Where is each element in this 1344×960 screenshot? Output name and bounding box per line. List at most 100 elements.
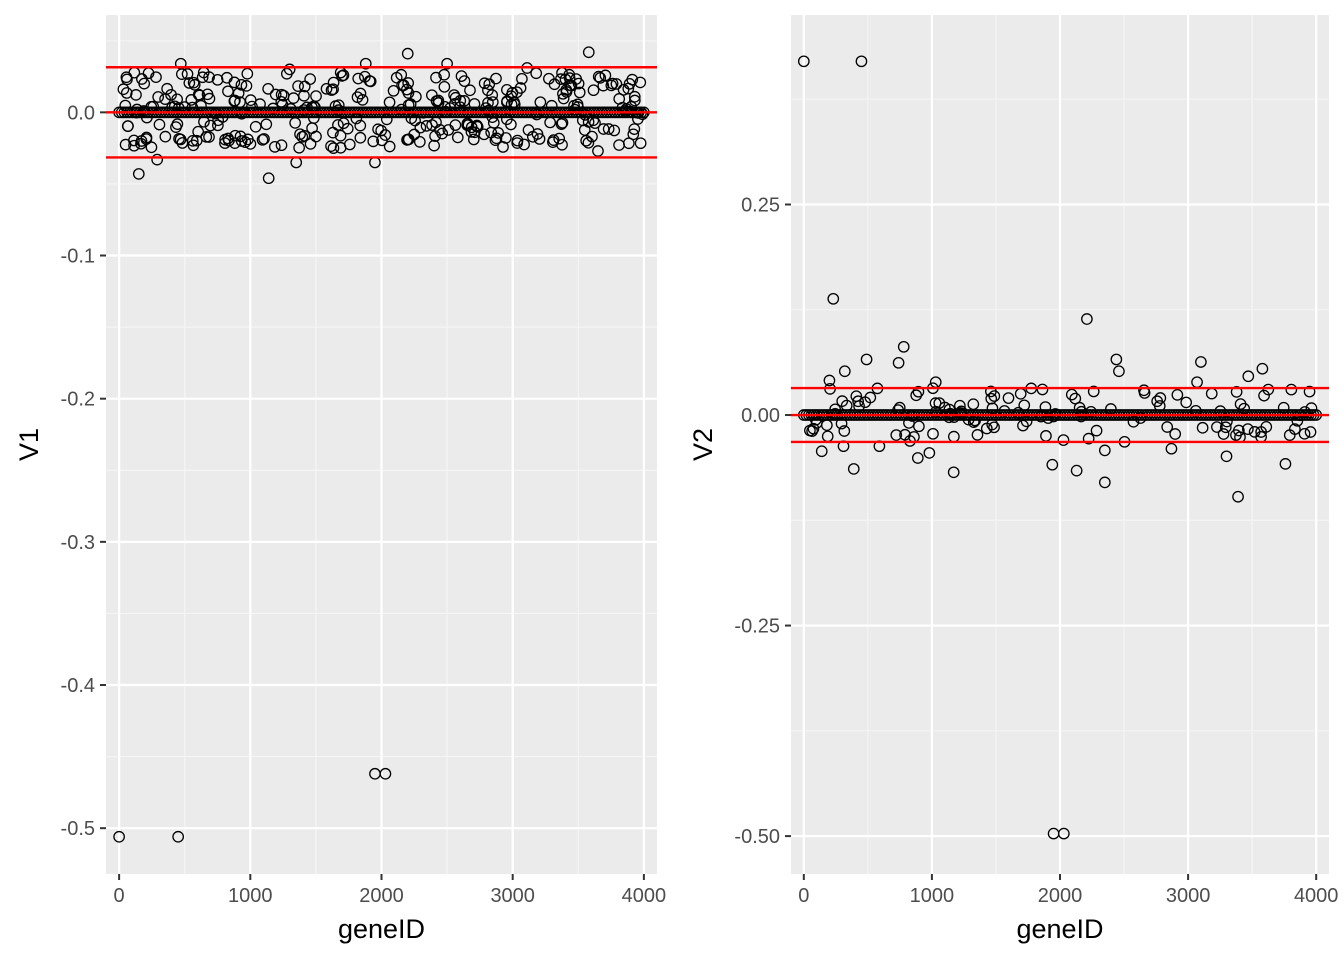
v1-point: [563, 68, 576, 81]
v2-outlier-point: [892, 356, 905, 369]
v1-x-tick-label: 4000: [622, 885, 667, 907]
v2-point: [1303, 385, 1316, 398]
v2-point: [807, 422, 820, 435]
v2-point: [1127, 415, 1140, 428]
v2-panel: 0 1000 2000 3000 4000 0.25 0.00 -0.25 -0.50 geneI…: [688, 15, 1338, 944]
v1-point: [430, 71, 442, 84]
v1-y-tick-label: -0.5: [61, 818, 95, 840]
v1-point: [544, 116, 556, 129]
v2-point: [1002, 392, 1015, 404]
v1-outlier-point: [172, 830, 185, 843]
v2-point: [912, 385, 925, 398]
v1-point: [275, 88, 288, 101]
v2-point: [967, 398, 980, 411]
v1-point: [634, 137, 647, 150]
v1-point: [586, 130, 598, 143]
v2-point: [1153, 400, 1166, 412]
v1-point: [605, 79, 618, 92]
v1-point: [623, 77, 636, 90]
v2-outlier-point: [1110, 353, 1123, 366]
v1-point: [438, 80, 451, 93]
v1-point: [145, 141, 158, 154]
v2-point: [1057, 434, 1070, 446]
v1-point: [258, 133, 270, 145]
v1-point: [137, 105, 150, 117]
v2-point: [971, 429, 984, 441]
v1-outlier-point: [379, 767, 392, 780]
v1-point: [462, 119, 475, 131]
v2-point: [1211, 421, 1223, 433]
v1-point: [464, 84, 476, 97]
v2-point: [927, 427, 939, 440]
v2-point: [1214, 405, 1227, 417]
v2-point: [1262, 383, 1275, 396]
v2-point: [1012, 406, 1025, 419]
v1-y-tick-label: 0.0: [67, 102, 95, 124]
v2-point: [838, 425, 851, 437]
v1-point: [602, 123, 615, 135]
v1-point: [249, 120, 262, 133]
v1-point: [628, 123, 641, 135]
v1-point: [383, 140, 396, 153]
v1-point: [262, 82, 274, 95]
v1-point: [597, 123, 610, 135]
v1-point: [375, 124, 388, 137]
v2-outlier-point: [1098, 444, 1111, 457]
v1-outlier-point: [283, 63, 296, 76]
v1-point: [121, 73, 133, 86]
v1-point: [159, 130, 172, 143]
v1-point: [516, 73, 528, 85]
v2-outlier-point: [897, 340, 910, 353]
v1-point: [420, 120, 433, 132]
v1-point: [455, 70, 468, 82]
v1-point: [234, 96, 246, 108]
v1-point: [334, 141, 347, 154]
v2-point: [1219, 421, 1232, 434]
v1-outlier-point: [174, 57, 187, 70]
v2-point: [1285, 383, 1298, 396]
v2-outlier-point: [1057, 827, 1070, 840]
v1-point: [198, 115, 210, 128]
v1-outlier-point: [359, 57, 372, 70]
v1-point: [620, 103, 633, 115]
v1-point: [492, 127, 505, 139]
v1-point: [193, 89, 206, 102]
v1-point: [320, 82, 333, 95]
v1-point: [269, 88, 282, 101]
v1-point: [181, 68, 194, 80]
v2-outlier-point: [823, 374, 836, 387]
v2-y-axis: 0.25 0.00 -0.25 -0.50: [734, 194, 791, 848]
v2-point: [859, 396, 872, 409]
v1-point: [135, 135, 148, 147]
v2-point: [899, 428, 911, 441]
v1-x-tick-label: 1000: [228, 885, 273, 907]
v2-x-tick-label: 0: [798, 885, 809, 907]
v1-point: [555, 118, 568, 130]
v1-point: [557, 92, 570, 105]
v1-point: [501, 113, 513, 126]
v2-point: [1221, 415, 1233, 428]
v1-point: [572, 77, 585, 90]
v1-point: [136, 73, 148, 85]
v1-point: [486, 96, 499, 108]
v2-point: [1217, 428, 1230, 440]
v1-point: [192, 125, 205, 138]
v1-point: [275, 139, 288, 152]
v1-point: [508, 98, 521, 111]
v2-point: [1169, 428, 1182, 440]
v2-point: [1065, 388, 1078, 401]
v2-point: [1171, 388, 1184, 401]
v1-point: [606, 77, 619, 90]
v1-point: [442, 124, 455, 136]
v1-x-axis-title: geneID: [338, 914, 425, 944]
v1-point: [482, 84, 494, 97]
v1-point: [610, 78, 623, 90]
v1-point: [518, 138, 530, 151]
v2-point: [953, 399, 966, 412]
v2-outlier-point: [860, 353, 873, 366]
v1-outlier-point: [401, 47, 414, 60]
v2-point: [1161, 421, 1174, 433]
v1-point: [449, 91, 462, 104]
v1-point: [209, 107, 222, 120]
v2-reference-lines: [791, 386, 1329, 444]
